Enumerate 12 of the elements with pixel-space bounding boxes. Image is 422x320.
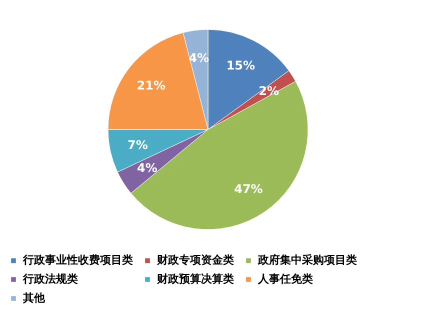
data-label: 7% [128,138,148,152]
data-label: 21% [136,78,166,92]
legend-label: 行政事业性收费项目类 [22,254,133,267]
legend-label: 财政预算决算类 [156,272,234,286]
legend-label: 政府集中采购项目类 [257,254,357,267]
legend-label: 人事任免类 [257,272,313,286]
data-label: 15% [226,58,256,72]
data-label: 4% [137,161,158,176]
data-label: 47% [234,182,263,196]
legend-label: 其他 [22,292,46,304]
legend-label: 行政法规类 [22,272,78,286]
legend-label: 财政专项资金类 [156,254,234,267]
